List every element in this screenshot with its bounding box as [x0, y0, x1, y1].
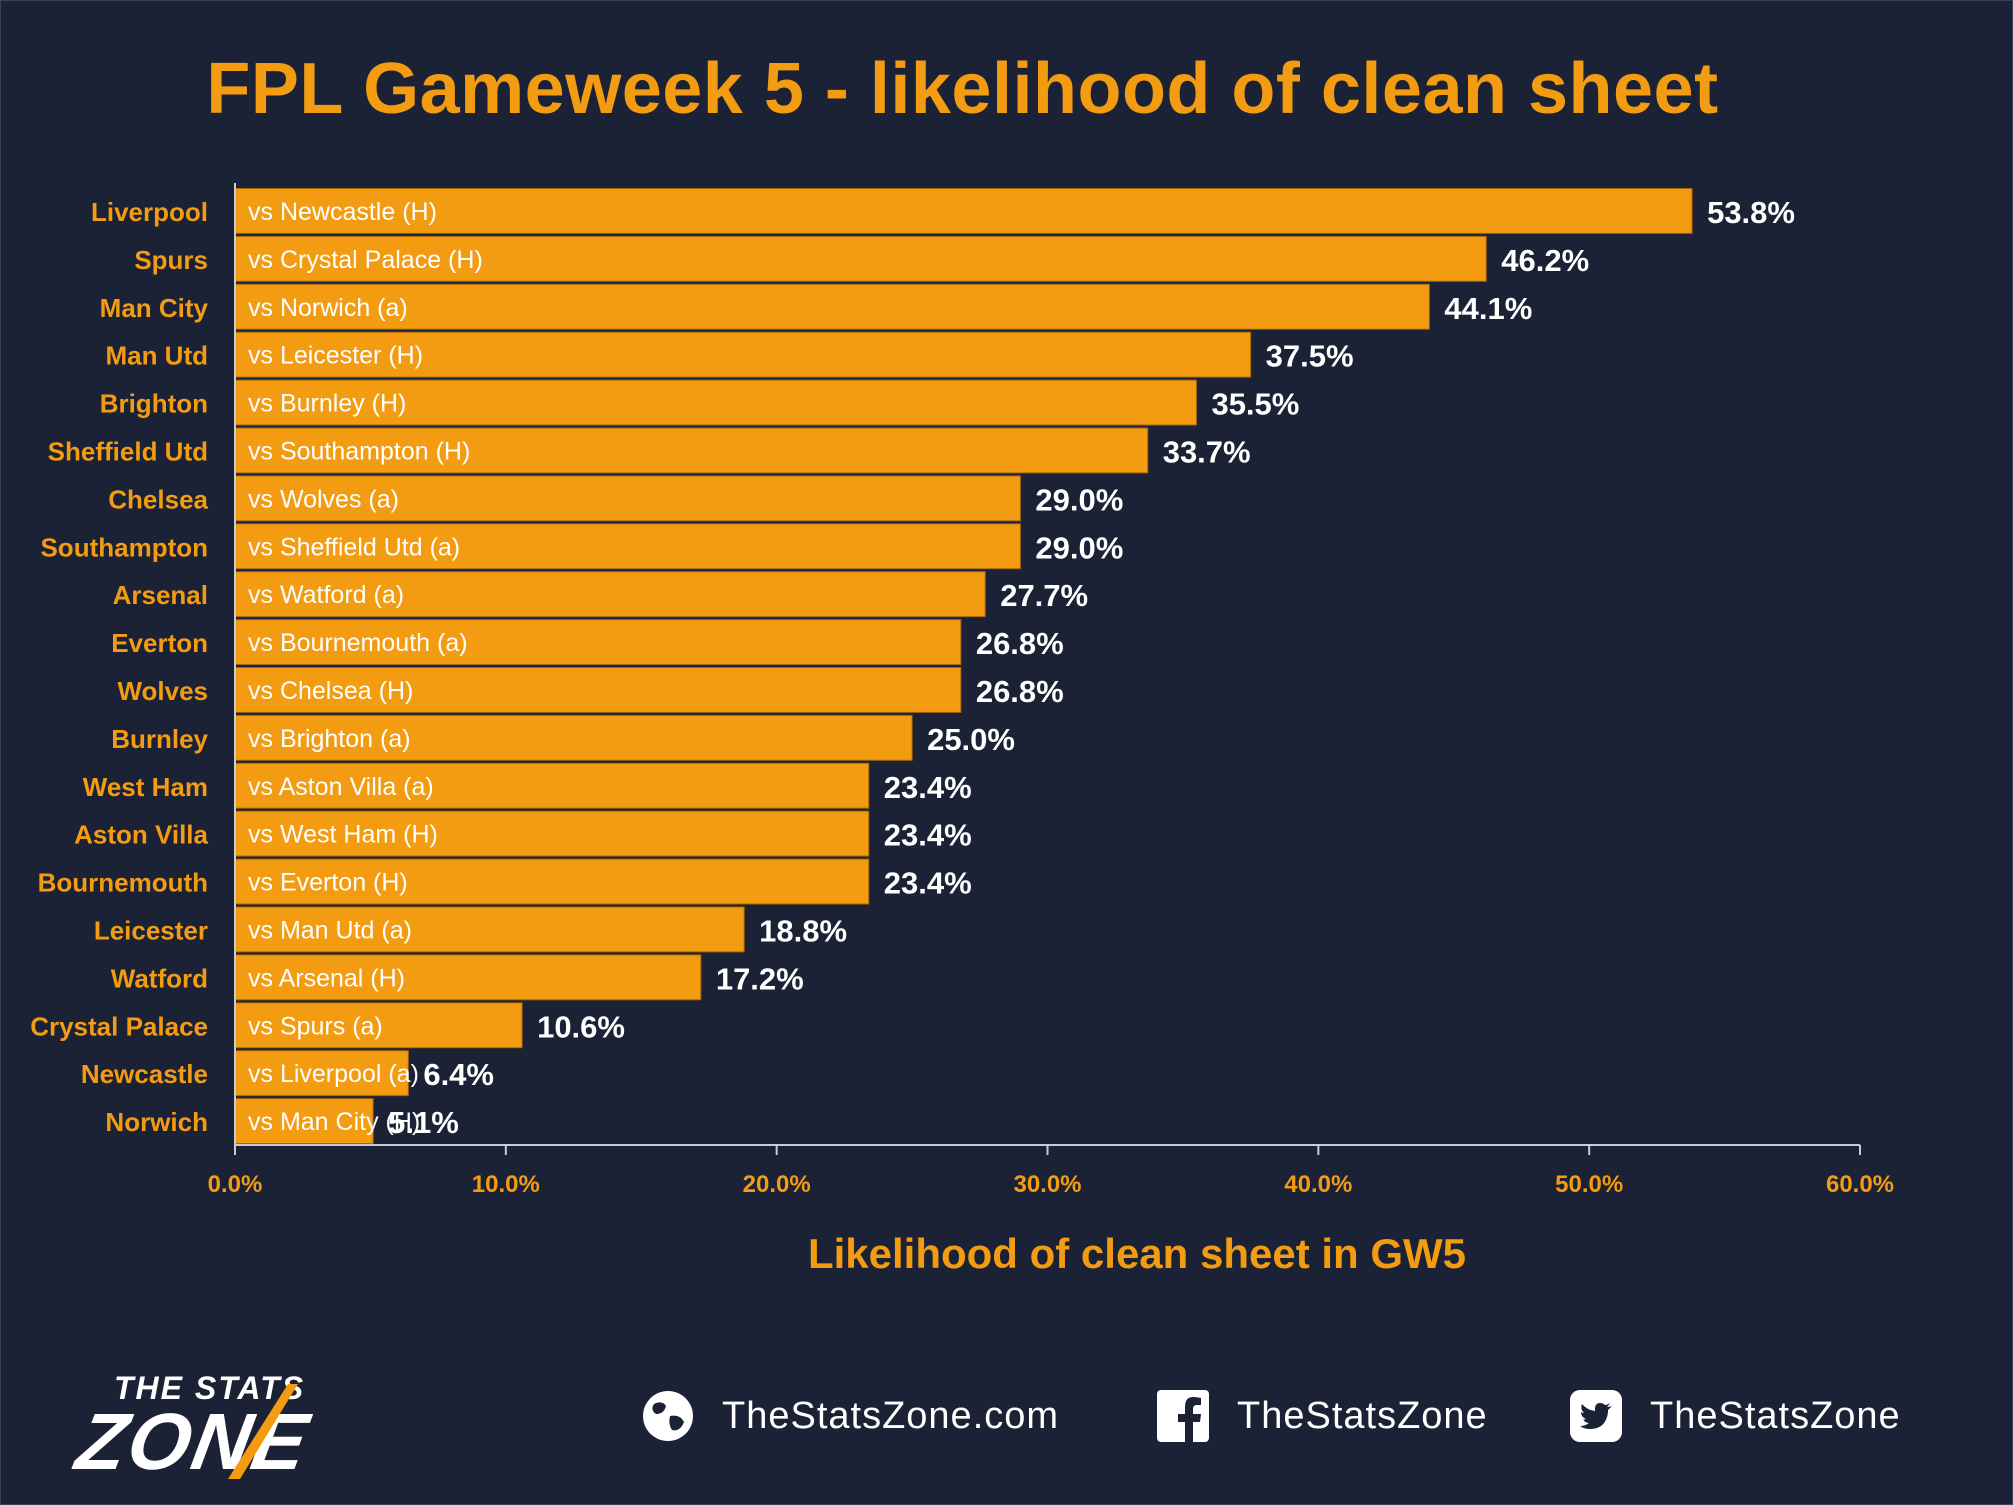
bar: [234, 906, 745, 953]
value-label: 27.7%: [1000, 578, 1088, 613]
category-label: Norwich: [105, 1107, 208, 1137]
x-tick-label: 60.0%: [1826, 1171, 1894, 1198]
x-tick-label: 0.0%: [208, 1171, 263, 1198]
category-label: Burnley: [111, 724, 208, 754]
fixture-label: vs Leicester (H): [248, 342, 423, 370]
bar: [234, 283, 1430, 330]
bar: [234, 858, 870, 905]
bar: [234, 667, 962, 713]
category-label: Bournemouth: [38, 868, 208, 898]
x-tick-label: 20.0%: [743, 1171, 811, 1198]
category-label: Southampton: [40, 532, 208, 562]
fixture-label: vs Southampton (H): [248, 437, 470, 465]
value-label: 35.5%: [1211, 387, 1299, 422]
fixture-label: vs Man City (H): [248, 1108, 420, 1136]
fixture-label: vs Spurs (a): [248, 1012, 383, 1040]
category-label: Brighton: [100, 389, 208, 419]
website-text: TheStatsZone.com: [722, 1394, 1060, 1437]
fixture-label: vs Newcastle (H): [248, 198, 437, 226]
category-label: West Ham: [83, 772, 208, 802]
stats-zone-logo: THE STATS ZONE: [70, 1368, 423, 1488]
value-label: 26.8%: [976, 626, 1064, 661]
category-label: Wolves: [117, 676, 208, 706]
fixture-label: vs Sheffield Utd (a): [248, 533, 460, 561]
bar: [234, 810, 870, 857]
x-tick-label: 30.0%: [1013, 1171, 1081, 1198]
bar: [234, 475, 1021, 522]
bar: [234, 331, 1252, 378]
bar: [234, 379, 1197, 426]
value-label: 29.0%: [1035, 482, 1123, 517]
value-label: 23.4%: [884, 866, 972, 901]
facebook-text: TheStatsZone: [1237, 1394, 1488, 1437]
fixture-label: vs Liverpool (a): [248, 1060, 419, 1088]
category-label: Crystal Palace: [30, 1011, 208, 1041]
bar: [234, 427, 1149, 474]
bar: [234, 235, 1487, 282]
category-label: Arsenal: [113, 580, 208, 610]
chart-title: FPL Gameweek 5 - likelihood of clean she…: [206, 49, 1719, 129]
value-label: 26.8%: [976, 674, 1064, 709]
value-label: 5.1%: [388, 1105, 459, 1140]
fixture-label: vs Aston Villa (a): [248, 773, 434, 801]
bar: [234, 188, 1693, 234]
x-tick-label: 10.0%: [472, 1171, 540, 1198]
value-label: 37.5%: [1266, 339, 1354, 374]
x-tick-label: 40.0%: [1284, 1171, 1352, 1198]
bar-chart: Liverpool vs Newcastle (H) 53.8% Spurs vs Cr…: [30, 183, 1894, 1277]
value-label: 17.2%: [716, 961, 804, 996]
value-label: 6.4%: [423, 1057, 494, 1092]
category-label: Sheffield Utd: [48, 436, 208, 466]
fixture-label: vs Arsenal (H): [248, 964, 405, 992]
value-label: 23.4%: [884, 770, 972, 805]
value-label: 25.0%: [927, 722, 1015, 757]
twitter-text: TheStatsZone: [1650, 1394, 1901, 1437]
value-label: 10.6%: [537, 1009, 625, 1044]
fixture-label: vs Man Utd (a): [248, 916, 412, 944]
value-label: 46.2%: [1501, 243, 1589, 278]
twitter-link[interactable]: TheStatsZone: [1568, 1388, 1901, 1444]
fixture-label: vs Brighton (a): [248, 725, 411, 753]
category-label: Everton: [111, 628, 208, 658]
facebook-icon: [1157, 1390, 1209, 1442]
value-label: 33.7%: [1163, 434, 1251, 469]
fixture-label: vs Bournemouth (a): [248, 629, 468, 657]
fixture-label: vs Crystal Palace (H): [248, 246, 483, 274]
logo-top-text: THE STATS: [114, 1370, 306, 1406]
fixture-label: vs Wolves (a): [248, 485, 399, 513]
fixture-label: vs West Ham (H): [248, 821, 438, 849]
category-label: Spurs: [134, 245, 208, 275]
category-label: Liverpool: [91, 197, 208, 227]
category-label: Aston Villa: [74, 820, 208, 850]
category-label: Leicester: [94, 915, 208, 945]
fixture-label: vs Everton (H): [248, 869, 408, 897]
category-label: Newcastle: [81, 1059, 208, 1089]
footer: THE STATS ZONE TheStatsZone.com TheStats…: [0, 1340, 2013, 1490]
value-label: 29.0%: [1035, 530, 1123, 565]
value-label: 44.1%: [1444, 291, 1532, 326]
value-label: 53.8%: [1707, 195, 1795, 230]
value-label: 18.8%: [759, 913, 847, 948]
facebook-link[interactable]: TheStatsZone: [1155, 1388, 1488, 1444]
category-label: Man Utd: [105, 341, 208, 371]
bar: [234, 762, 870, 809]
bar: [234, 714, 913, 761]
category-label: Man City: [100, 293, 209, 323]
x-axis-title: Likelihood of clean sheet in GW5: [808, 1230, 1466, 1277]
bar: [234, 523, 1021, 570]
fixture-label: vs Norwich (a): [248, 294, 408, 322]
twitter-icon: [1570, 1390, 1622, 1442]
category-label: Chelsea: [108, 484, 208, 514]
category-label: Watford: [111, 963, 208, 993]
fixture-label: vs Watford (a): [248, 581, 404, 609]
fixture-label: vs Chelsea (H): [248, 677, 413, 705]
logo-accent-icon: [228, 1384, 298, 1479]
x-tick-label: 50.0%: [1555, 1171, 1623, 1198]
value-label: 23.4%: [884, 818, 972, 853]
bar: [234, 1098, 374, 1144]
fixture-label: vs Burnley (H): [248, 390, 406, 418]
website-link[interactable]: TheStatsZone.com: [640, 1388, 1059, 1444]
globe-icon: [643, 1391, 693, 1441]
